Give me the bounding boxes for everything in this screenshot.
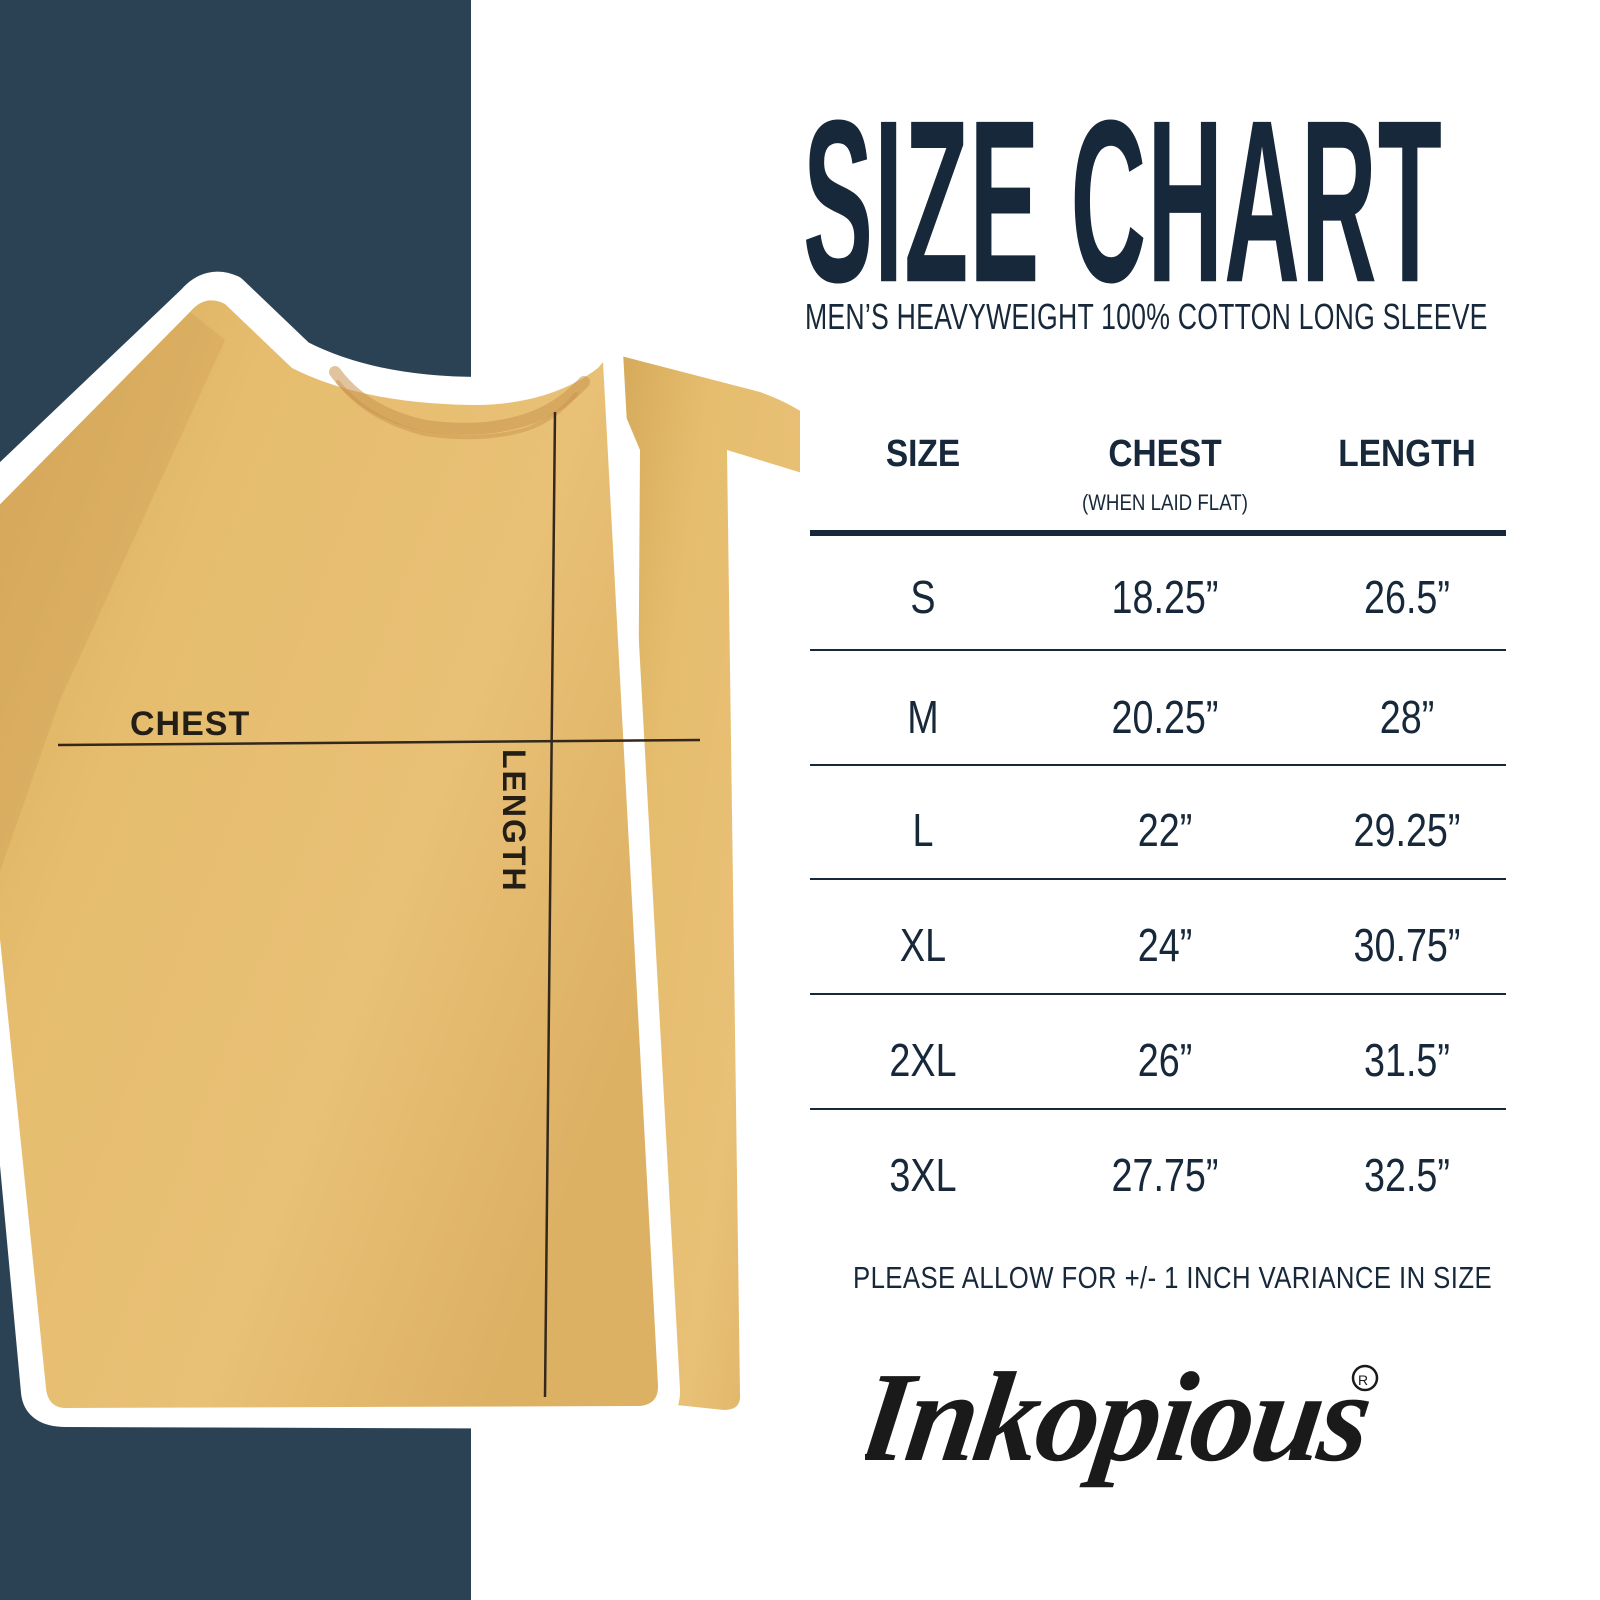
svg-text:LENGTH: LENGTH xyxy=(496,749,532,893)
svg-text:CHEST: CHEST xyxy=(130,705,250,743)
svg-text:Inkopious: Inkopious xyxy=(865,1346,1378,1488)
svg-text:R: R xyxy=(1358,1372,1368,1388)
